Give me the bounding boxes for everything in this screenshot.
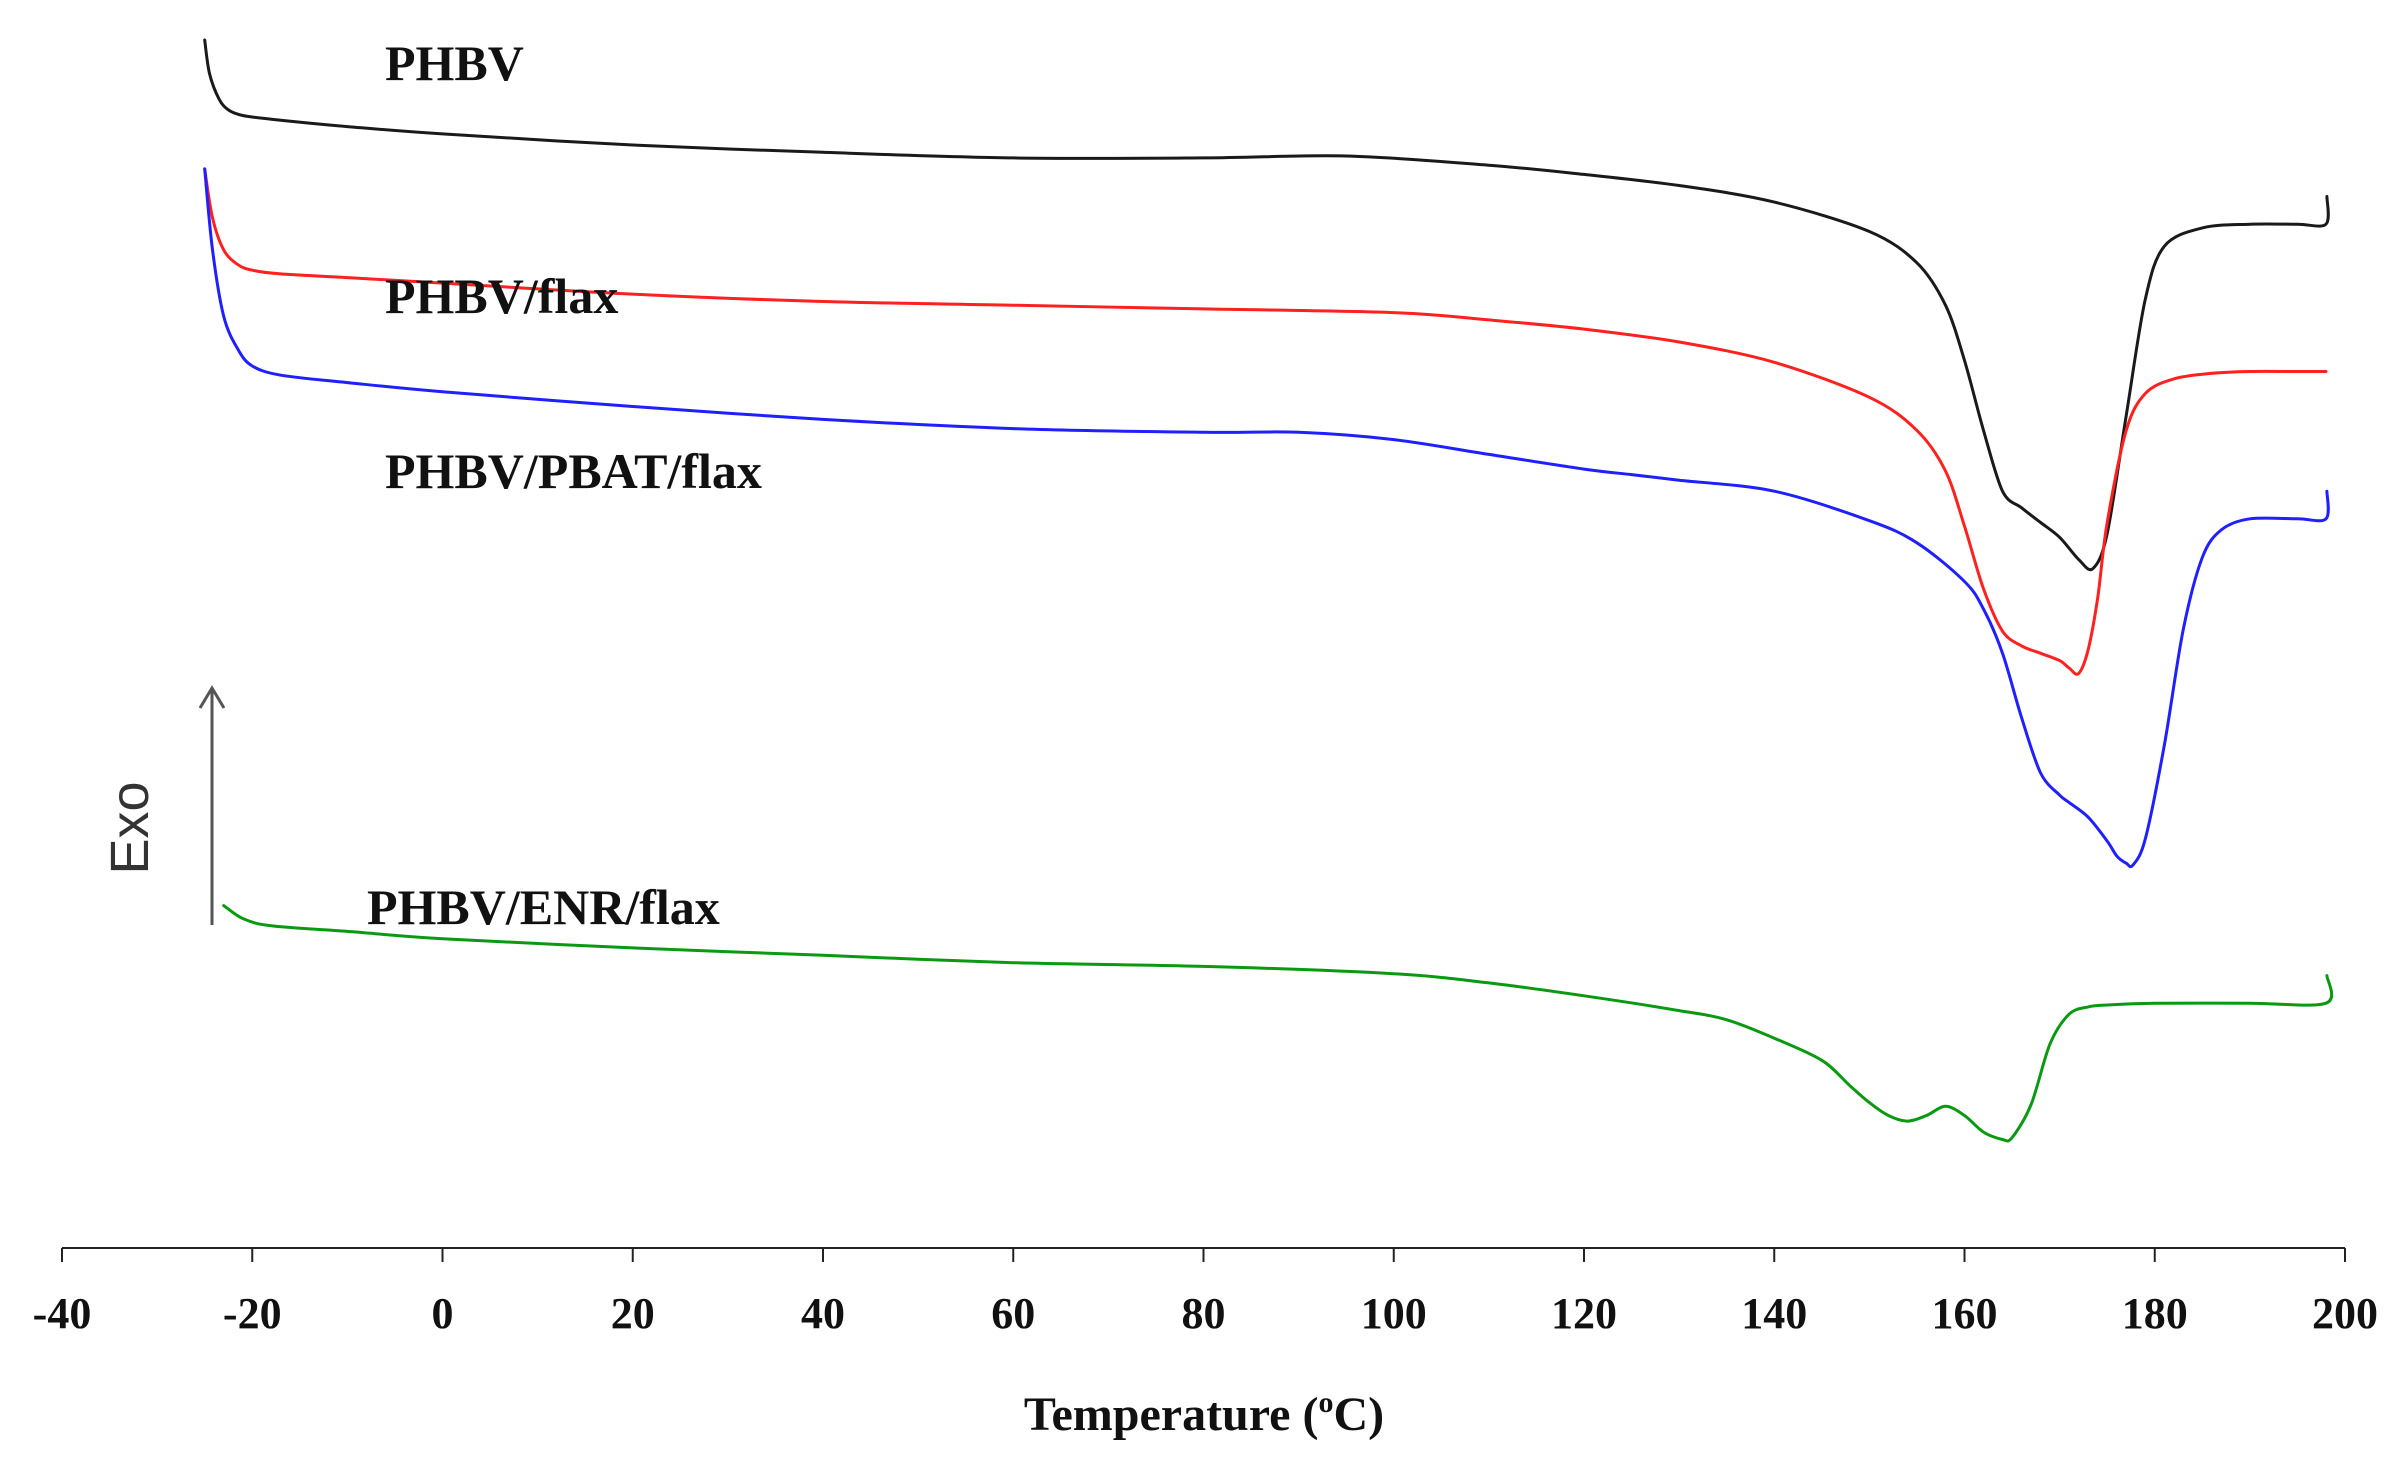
- x-tick-label: 180: [2122, 1289, 2188, 1338]
- series-label-phbv-enr-flax: PHBV/ENR/flax: [367, 879, 720, 935]
- x-axis-title-degree: o: [1318, 1386, 1333, 1419]
- series-line-phbv-flax: [203, 167, 2328, 676]
- x-axis-title: Temperature (oC): [1024, 1386, 1384, 1441]
- series-line-phbv-pbat-flax: [203, 167, 2330, 869]
- x-tick-label: 60: [991, 1289, 1035, 1338]
- curves-group: [203, 38, 2334, 1143]
- x-tick-label: 0: [432, 1289, 454, 1338]
- x-axis: -40 -20 0 20 40 60 80 100 120 140 160 180 200: [33, 1247, 2378, 1338]
- x-axis-title-main: Temperature (: [1024, 1388, 1319, 1441]
- x-ticks: -40 -20 0 20 40 60 80 100 120 140 160 180 200: [33, 1248, 2378, 1338]
- x-tick-label: -20: [223, 1289, 282, 1338]
- exo-annotation: Exo: [100, 685, 226, 925]
- x-tick-label: 40: [801, 1289, 845, 1338]
- x-tick-label: 200: [2312, 1289, 2378, 1338]
- series-label-phbv-flax: PHBV/flax: [385, 268, 618, 324]
- x-tick-label: 140: [1741, 1289, 1807, 1338]
- series-label-phbv: PHBV: [385, 35, 524, 91]
- x-tick-label: 120: [1551, 1289, 1617, 1338]
- x-tick-label: 80: [1182, 1289, 1226, 1338]
- x-tick-label: 20: [611, 1289, 655, 1338]
- x-axis-title-end: C): [1333, 1388, 1384, 1441]
- series-line-phbv-enr-flax: [222, 904, 2334, 1143]
- series-label-phbv-pbat-flax: PHBV/PBAT/flax: [385, 443, 762, 499]
- exo-label: Exo: [100, 781, 160, 874]
- x-tick-label: 160: [1932, 1289, 1998, 1338]
- exo-arrow-head-icon: [198, 685, 226, 709]
- series-line-phbv: [203, 38, 2330, 572]
- x-tick-label: -40: [33, 1289, 92, 1338]
- x-tick-label: 100: [1361, 1289, 1427, 1338]
